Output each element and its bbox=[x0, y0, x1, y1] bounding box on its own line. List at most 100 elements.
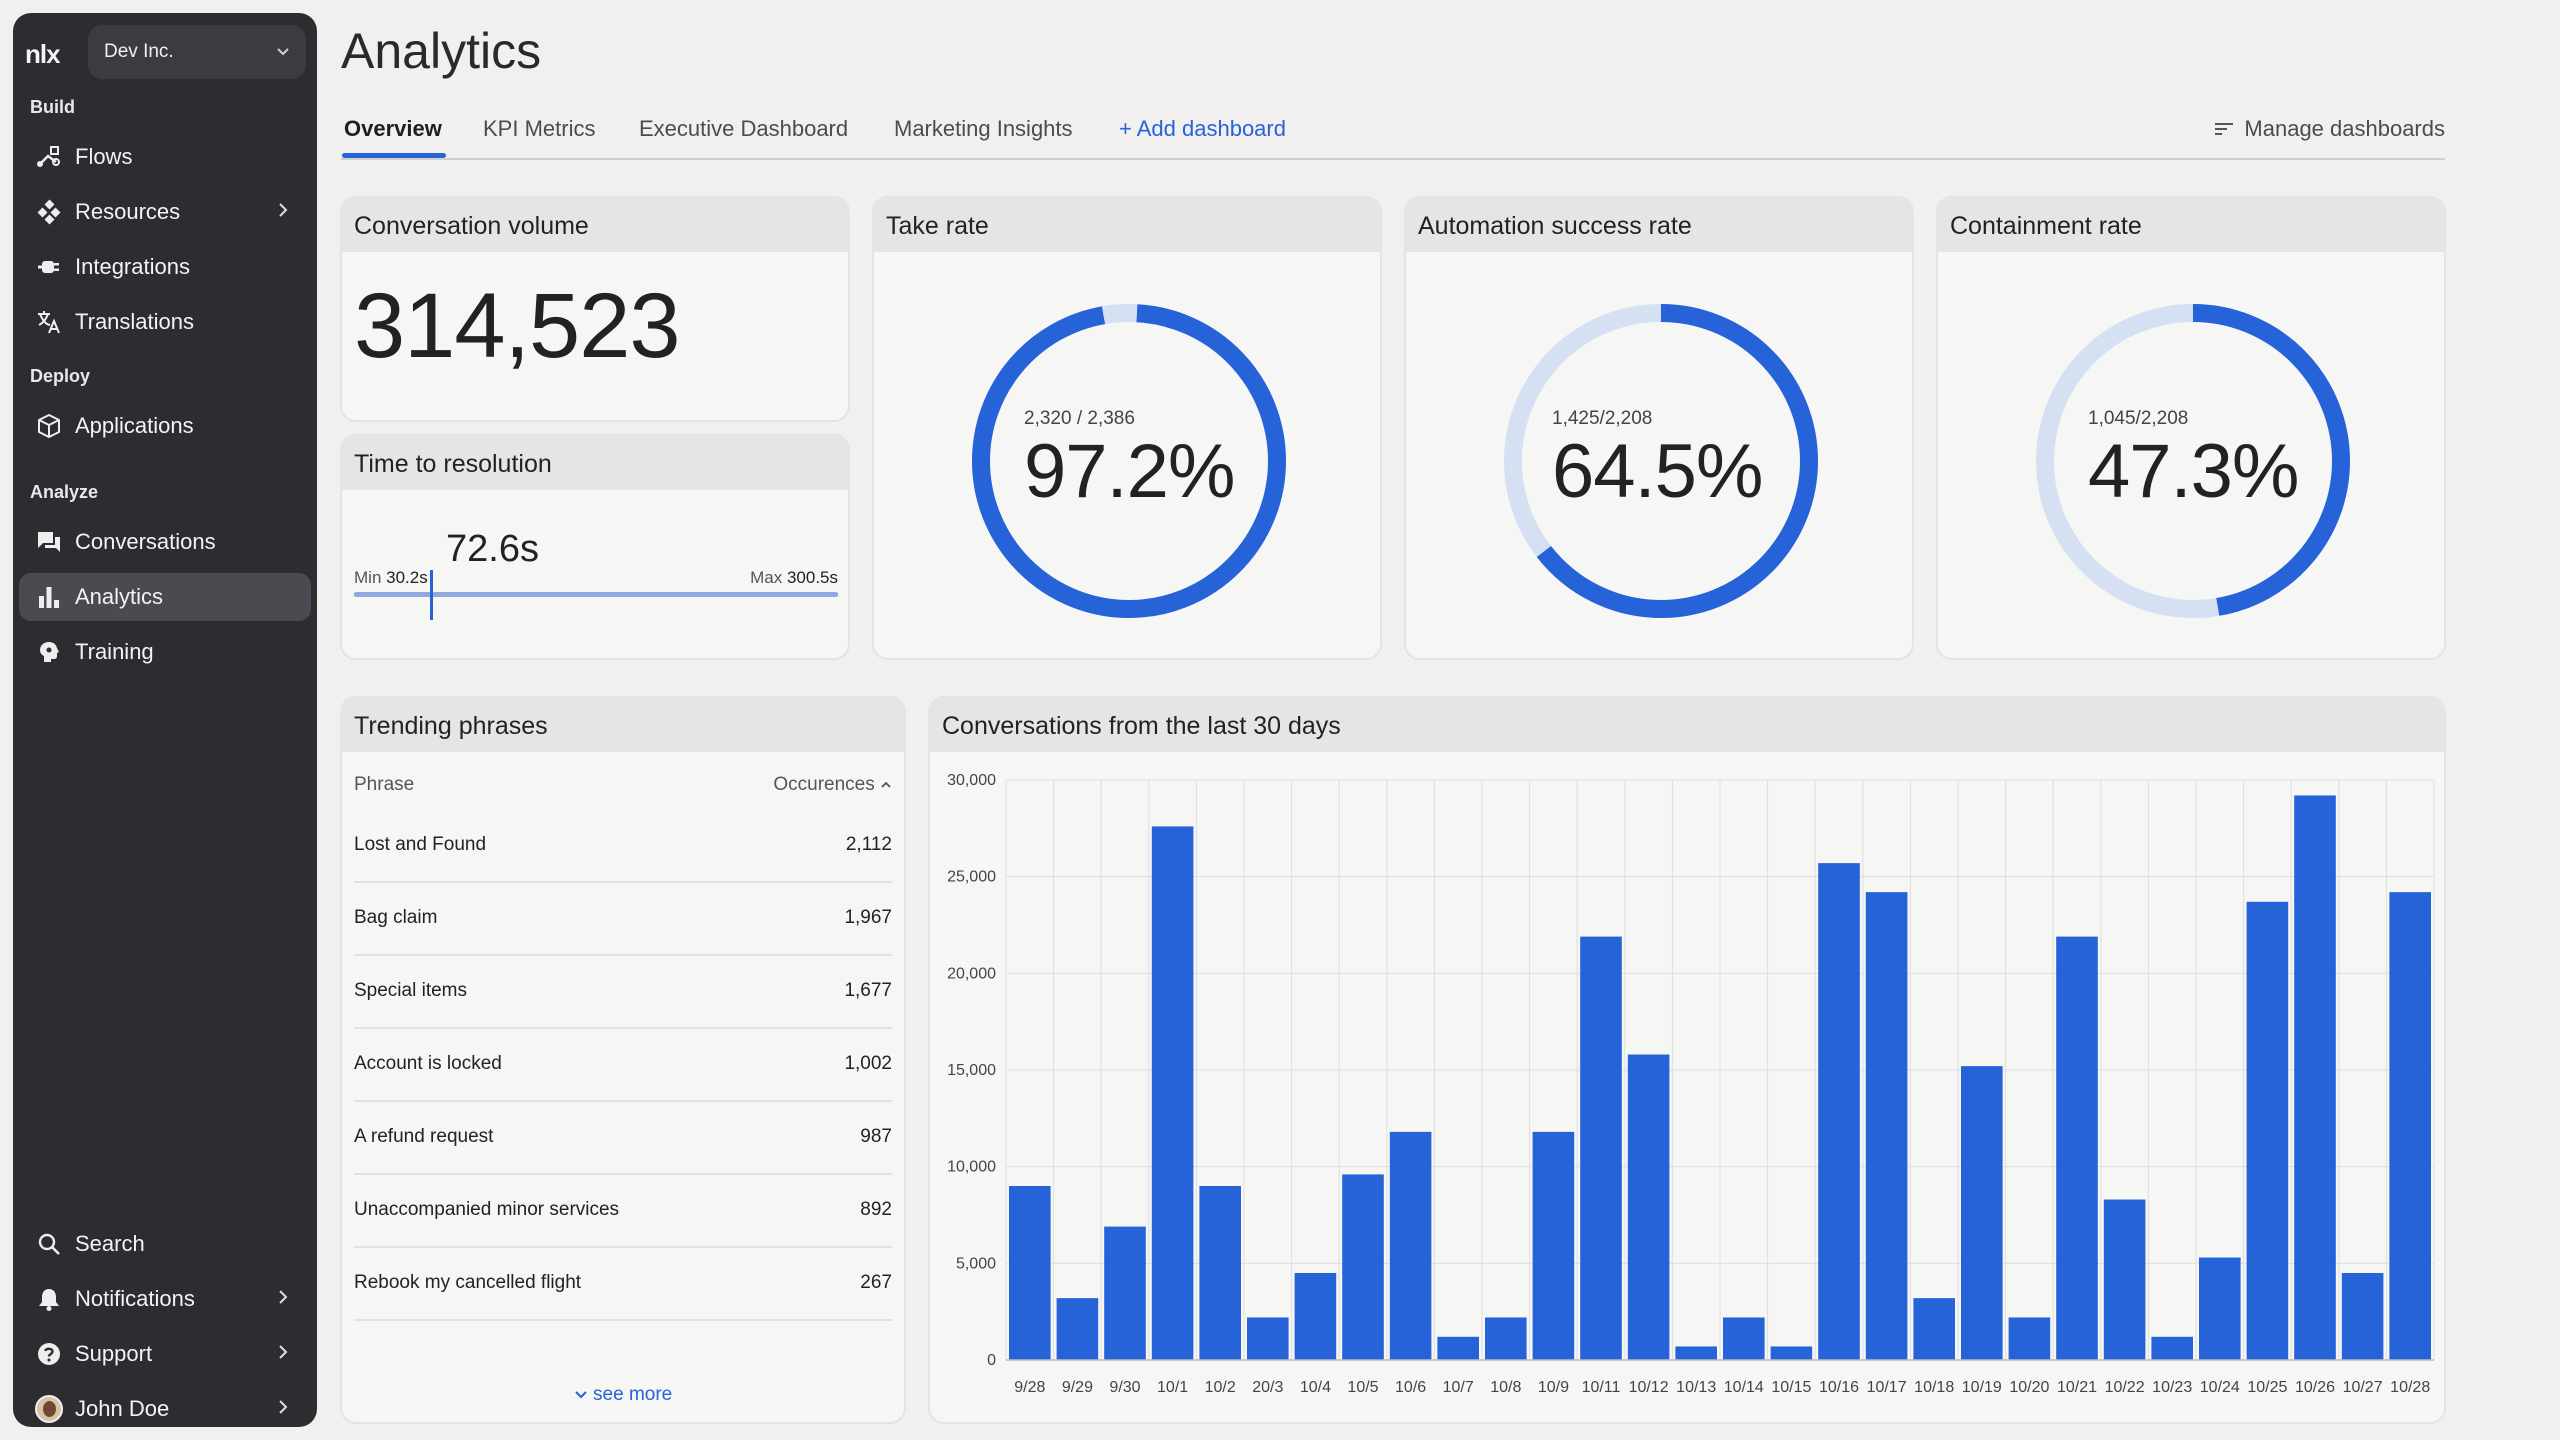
x-tick-label: 10/21 bbox=[2057, 1379, 2097, 1396]
table-row[interactable]: Rebook my cancelled flight 267 bbox=[354, 1248, 892, 1321]
min-label: Min bbox=[354, 568, 382, 587]
bar[interactable] bbox=[2151, 1336, 2193, 1360]
sidebar-item-label: Resources bbox=[75, 199, 181, 224]
sidebar-item-search[interactable]: Search bbox=[19, 1220, 311, 1268]
card-title: Take rate bbox=[874, 198, 1380, 252]
sidebar-item-user[interactable]: John Doe bbox=[19, 1385, 311, 1433]
tab-marketing-insights[interactable]: Marketing Insights bbox=[894, 116, 1073, 141]
sidebar-item-translations[interactable]: Translations bbox=[19, 298, 311, 346]
bar[interactable] bbox=[2389, 892, 2431, 1360]
bar[interactable] bbox=[1627, 1054, 1670, 1360]
tab-overview[interactable]: Overview bbox=[342, 116, 446, 158]
bar[interactable] bbox=[1342, 1174, 1384, 1360]
chart-title: Conversations from the last 30 days bbox=[930, 698, 2444, 752]
x-tick-label: 10/20 bbox=[2009, 1379, 2049, 1396]
bar[interactable] bbox=[1151, 826, 1194, 1360]
sidebar-item-integrations[interactable]: Integrations bbox=[19, 243, 311, 291]
manage-dashboards-button[interactable]: Manage dashboards bbox=[2214, 116, 2445, 142]
table-row[interactable]: Special items 1,677 bbox=[354, 956, 892, 1029]
table-row[interactable]: Unaccompanied minor services 892 bbox=[354, 1175, 892, 1248]
bar[interactable] bbox=[1485, 1317, 1527, 1360]
sidebar-item-training[interactable]: Training bbox=[19, 628, 311, 676]
search-icon bbox=[35, 1230, 63, 1258]
table-row[interactable]: Lost and Found 2,112 bbox=[354, 810, 892, 883]
automation-success-card: Automation success rate 1,425/2,208 64.5… bbox=[1404, 196, 1914, 660]
translate-icon bbox=[35, 308, 63, 336]
bar[interactable] bbox=[2294, 795, 2336, 1360]
tab-executive-dashboard[interactable]: Executive Dashboard bbox=[639, 116, 849, 141]
bar[interactable] bbox=[1437, 1336, 1479, 1360]
automation-success-donut: 1,425/2,208 64.5% bbox=[1406, 252, 1912, 658]
bar[interactable] bbox=[1913, 1298, 1955, 1360]
bar[interactable] bbox=[2246, 901, 2289, 1360]
tab-kpi-metrics[interactable]: KPI Metrics bbox=[483, 116, 596, 141]
phrase-cell: Bag claim bbox=[354, 907, 438, 928]
occurences-cell: 267 bbox=[860, 1272, 892, 1293]
bar[interactable] bbox=[1723, 1317, 1765, 1360]
column-header-label: Occurences bbox=[773, 774, 875, 795]
x-tick-label: 9/29 bbox=[1062, 1379, 1093, 1396]
sidebar-item-analytics[interactable]: Analytics bbox=[19, 573, 311, 621]
bar[interactable] bbox=[2341, 1273, 2384, 1360]
section-label-build: Build bbox=[30, 97, 75, 117]
sidebar-item-label: Support bbox=[75, 1341, 153, 1366]
resolution-max: Max 300.5s bbox=[750, 568, 838, 588]
x-tick-label: 10/6 bbox=[1395, 1379, 1426, 1396]
sort-up-icon bbox=[881, 781, 891, 788]
bar[interactable] bbox=[2199, 1257, 2241, 1360]
see-more-button[interactable]: see more bbox=[342, 1384, 904, 1406]
take-rate-card: Take rate 2,320 / 2,386 97.2% bbox=[872, 196, 1382, 660]
table-row[interactable]: Bag claim 1,967 bbox=[354, 883, 892, 956]
bar[interactable] bbox=[1389, 1131, 1432, 1360]
bar[interactable] bbox=[1580, 936, 1622, 1360]
table-row[interactable]: A refund request 987 bbox=[354, 1102, 892, 1175]
bar-chart-icon bbox=[35, 583, 63, 611]
bar[interactable] bbox=[1199, 1186, 1241, 1360]
bar[interactable] bbox=[1009, 1186, 1051, 1360]
conversations-chart-card: Conversations from the last 30 days 0 5,0… bbox=[928, 696, 2446, 1424]
org-name: Dev Inc. bbox=[104, 41, 174, 62]
sidebar-item-conversations[interactable]: Conversations bbox=[19, 518, 311, 566]
bar[interactable] bbox=[1818, 863, 1860, 1360]
table-row[interactable]: Account is locked 1,002 bbox=[354, 1029, 892, 1102]
sidebar-item-resources[interactable]: Resources bbox=[19, 188, 311, 236]
y-tick-label: 10,000 bbox=[947, 1159, 996, 1176]
sidebar-item-notifications[interactable]: Notifications bbox=[19, 1275, 311, 1323]
donut-fraction: 1,045/2,208 bbox=[2088, 408, 2189, 429]
y-tick-label: 5,000 bbox=[956, 1255, 996, 1272]
bar[interactable] bbox=[2008, 1317, 2051, 1360]
bar[interactable] bbox=[1675, 1346, 1717, 1360]
sidebar-item-applications[interactable]: Applications bbox=[19, 402, 311, 450]
card-title: Automation success rate bbox=[1406, 198, 1912, 252]
bar[interactable] bbox=[1247, 1317, 1289, 1360]
take-rate-donut: 2,320 / 2,386 97.2% bbox=[874, 252, 1380, 658]
bar[interactable] bbox=[2103, 1199, 2146, 1360]
bar[interactable] bbox=[1961, 1066, 2003, 1360]
bar[interactable] bbox=[1056, 1298, 1099, 1360]
add-dashboard-button[interactable]: + Add dashboard bbox=[1119, 116, 1286, 141]
column-header-phrase[interactable]: Phrase bbox=[354, 774, 415, 795]
sidebar-item-support[interactable]: Support bbox=[19, 1330, 311, 1378]
sidebar-item-label: Translations bbox=[75, 309, 195, 334]
phrase-cell: A refund request bbox=[354, 1126, 494, 1147]
column-header-occurences[interactable]: Occurences bbox=[773, 774, 892, 796]
bar[interactable] bbox=[1770, 1346, 1813, 1360]
bar[interactable] bbox=[1532, 1131, 1575, 1360]
flows-icon bbox=[35, 143, 63, 171]
sidebar-item-flows[interactable]: Flows bbox=[19, 133, 311, 181]
org-row: nlx Dev Inc. bbox=[13, 25, 317, 79]
occurences-cell: 1,002 bbox=[844, 1053, 892, 1074]
org-selector[interactable]: Dev Inc. bbox=[88, 25, 306, 79]
nlx-logo[interactable]: nlx bbox=[25, 39, 61, 69]
bar[interactable] bbox=[1294, 1273, 1337, 1360]
donut-fraction: 2,320 / 2,386 bbox=[1024, 408, 1135, 429]
bar[interactable] bbox=[1865, 892, 1908, 1360]
bar[interactable] bbox=[2056, 936, 2098, 1360]
bar[interactable] bbox=[1104, 1226, 1146, 1360]
x-tick-label: 10/24 bbox=[2200, 1379, 2240, 1396]
occurences-cell: 1,677 bbox=[844, 980, 892, 1001]
x-tick-label: 10/8 bbox=[1490, 1379, 1521, 1396]
plug-icon bbox=[35, 253, 63, 281]
avatar bbox=[35, 1395, 63, 1423]
chevron-right-icon bbox=[273, 1287, 293, 1307]
